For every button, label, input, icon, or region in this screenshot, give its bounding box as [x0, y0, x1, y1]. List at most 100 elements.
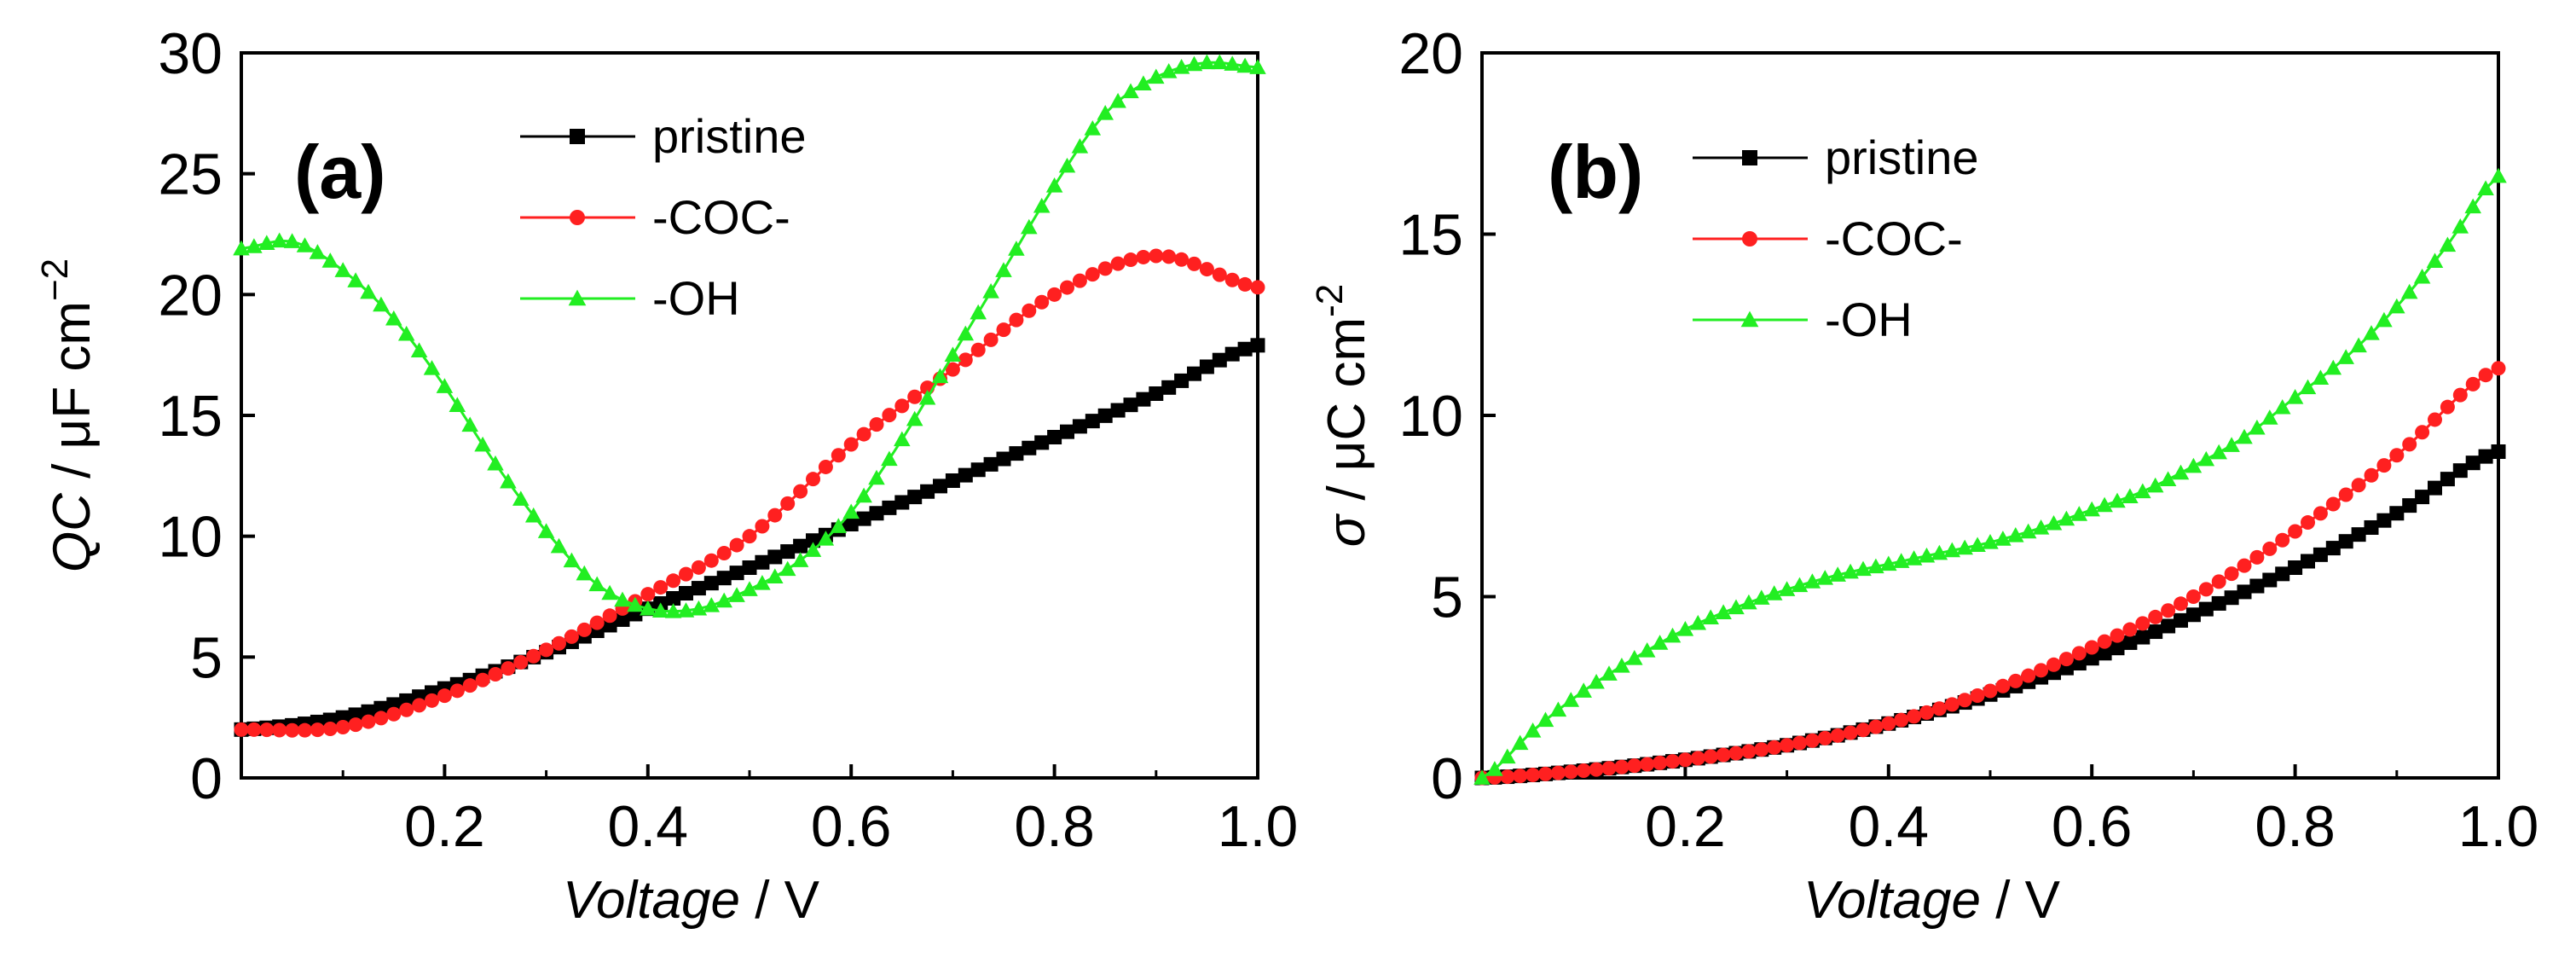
panel-a-pristine-point — [970, 462, 986, 478]
panel-b-pristine-point — [2351, 527, 2366, 542]
panel-b-coc-point — [2174, 596, 2188, 612]
panel-a-legend: pristine -COC- -OH — [520, 109, 807, 325]
panel-a-oh-point — [1021, 218, 1038, 235]
panel-b-oh-point — [2083, 501, 2100, 517]
panel-b-y-axis-var: σ — [1317, 513, 1376, 547]
panel-a-coc-point — [1136, 249, 1151, 264]
panel-b-coc-point — [1919, 705, 1934, 720]
panel-b-oh-point — [2159, 471, 2177, 486]
panel-a-pristine-point — [983, 456, 999, 472]
panel-a-coc-point — [1187, 256, 1201, 271]
panel-a-coc-point — [1047, 287, 1062, 302]
panel-b-oh-point — [1499, 748, 1516, 764]
panel-b-coc-point — [1741, 744, 1757, 759]
panel-b-pristine-point — [2325, 541, 2341, 556]
panel-b-oh-point — [2376, 311, 2393, 328]
panel-a-oh-point — [550, 537, 568, 554]
panel-a-x-tick-label: 1.0 — [1218, 794, 1299, 859]
panel-b-pristine-point — [2478, 449, 2493, 464]
panel-b-legend-label: -COC- — [1825, 212, 1963, 265]
panel-b-oh-point — [1702, 609, 1719, 625]
panel-b-pristine-point — [2465, 455, 2480, 471]
panel-a-y-tick-label: 25 — [158, 142, 223, 207]
panel-b-x-tick-label: 0.6 — [2052, 794, 2133, 859]
panel-b-oh-point — [1537, 711, 1554, 728]
panel-b-oh-point — [2045, 514, 2063, 531]
panel-a-oh-point — [461, 416, 478, 432]
panel-a-coc-point — [767, 508, 783, 523]
panel-a-coc-point — [234, 722, 249, 737]
panel-b-oh-point — [1613, 658, 1630, 673]
panel-a-legend-label: -COC- — [652, 190, 790, 244]
panel-a-oh-point — [1224, 55, 1241, 71]
panel-a-pristine-point — [742, 560, 757, 575]
panel-b-pristine-point — [2364, 519, 2379, 535]
panel-b-pristine-point — [2249, 578, 2265, 594]
panel-a-coc-point — [425, 693, 439, 708]
panel-b-pristine-point — [2338, 534, 2353, 549]
panel-a-coc-point — [552, 635, 566, 651]
panel-b-coc-point — [1804, 733, 1820, 748]
panel-b-oh-point — [2261, 409, 2278, 425]
panel-a-oh-point — [881, 450, 898, 467]
panel-b-oh-point — [2236, 428, 2253, 444]
panel-b-oh-point — [2109, 492, 2126, 508]
panel-b-coc-point — [1843, 725, 1858, 740]
panel-b-y-tick-labels: 0 5 10 15 20 — [1398, 21, 1463, 811]
panel-b-oh-point — [1969, 537, 1986, 553]
panel-b-legend-marker — [1740, 310, 1759, 328]
panel-a-coc-point — [691, 560, 706, 575]
panel-b-oh-point — [2185, 457, 2203, 473]
panel-a-oh-point — [651, 602, 669, 618]
panel-a-y-axis-var: QC — [43, 492, 101, 572]
panel-b-oh-point — [1588, 673, 1605, 689]
panel-b-coc-point — [2389, 448, 2405, 463]
panel-a-coc-point — [335, 720, 350, 734]
panel-a-oh-point — [918, 389, 936, 405]
panel-b-coc-point — [1601, 761, 1617, 776]
panel-b-y-tick-label: 10 — [1398, 384, 1463, 449]
panel-b-oh-point — [1715, 604, 1732, 619]
panel-b-coc-point — [1513, 769, 1528, 784]
panel-b-y-axis-unit: μC cm — [1317, 317, 1376, 471]
panel-b-oh-point — [1994, 531, 2012, 546]
panel-b-oh-point — [1880, 555, 1897, 571]
panel-b-pristine-point — [2415, 490, 2430, 505]
panel-b-coc-point — [1728, 745, 1744, 761]
panel-a-coc-point — [298, 722, 312, 738]
panel-b-oh-point — [1524, 722, 1542, 738]
panel-a-legend-item-oh: -OH — [520, 271, 740, 325]
panel-a-coc-point — [1161, 249, 1177, 264]
panel-a-oh-point — [1033, 197, 1051, 213]
panel-a-coc-point — [1110, 256, 1126, 271]
panel-b-coc-point — [2046, 657, 2061, 672]
panel-b-coc-point — [1550, 765, 1566, 780]
panel-b-oh-point — [2223, 437, 2240, 452]
panel-b-coc-point — [1931, 701, 1947, 716]
panel-a-ticks — [241, 51, 1259, 780]
panel-b-coc-point — [1754, 742, 1769, 757]
panel-b-pristine-point — [2148, 624, 2163, 640]
panel-b-pristine-point — [2110, 641, 2125, 656]
panel-b-pristine-point — [2491, 444, 2506, 459]
panel-b-coc-line — [1481, 367, 2499, 780]
panel-a-pristine-point — [894, 495, 910, 510]
panel-a-oh-point — [728, 587, 745, 602]
panel-a-pristine-point — [1250, 338, 1265, 353]
panel-a-coc-point — [983, 332, 999, 347]
panel-a-legend-label: -OH — [652, 271, 740, 325]
panel-a-x-tick-label: 0.4 — [608, 794, 689, 859]
panel-b-legend-label: pristine — [1825, 131, 1979, 184]
panel-a-oh-point — [500, 473, 517, 489]
panel-b-coc-point — [2428, 412, 2442, 427]
panel-b-oh-point — [1791, 577, 1809, 593]
panel-a-oh-point — [970, 304, 987, 320]
panel-a-pristine-point — [691, 581, 706, 596]
panel-a-pristine-point — [767, 549, 783, 565]
panel-b-series-coc — [1474, 361, 2506, 786]
panel-a-coc-point — [539, 642, 554, 658]
panel-a-coc-point — [322, 722, 338, 737]
panel-b-coc-point — [2034, 663, 2049, 678]
panel-b-pristine-point — [2161, 618, 2176, 634]
panel-a-series — [233, 54, 1266, 738]
